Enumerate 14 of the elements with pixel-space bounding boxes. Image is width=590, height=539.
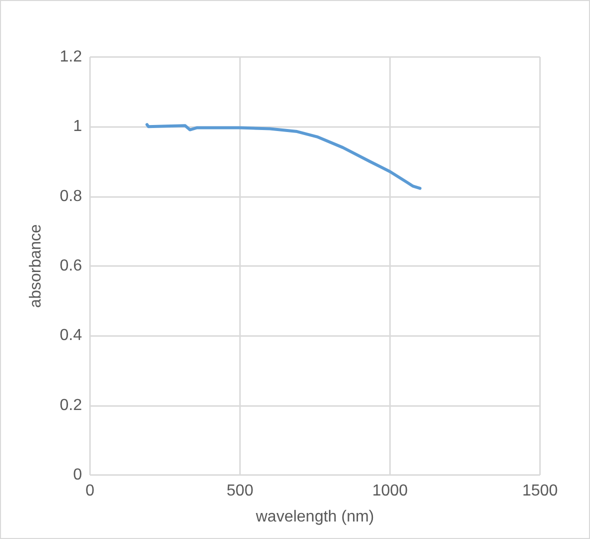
y-tick-label: 0	[73, 466, 82, 484]
x-axis-title: wavelength (nm)	[254, 508, 374, 526]
line-series	[146, 123, 422, 190]
y-tick-label: 0.6	[60, 258, 82, 274]
y-tick-label: 1.2	[60, 48, 82, 66]
y-tick-label: 0.4	[60, 327, 82, 344]
x-tick-label: 1500	[522, 482, 558, 500]
x-tick-label: 500	[226, 482, 254, 500]
y-axis-title: absorbance	[28, 224, 44, 308]
y-tick-label: 0.2	[60, 396, 82, 414]
y-tick-label: 1	[73, 118, 82, 136]
x-tick-label: 0	[86, 482, 95, 500]
y-tick-label: 0.8	[60, 188, 82, 205]
x-tick-label: 1000	[372, 482, 408, 500]
